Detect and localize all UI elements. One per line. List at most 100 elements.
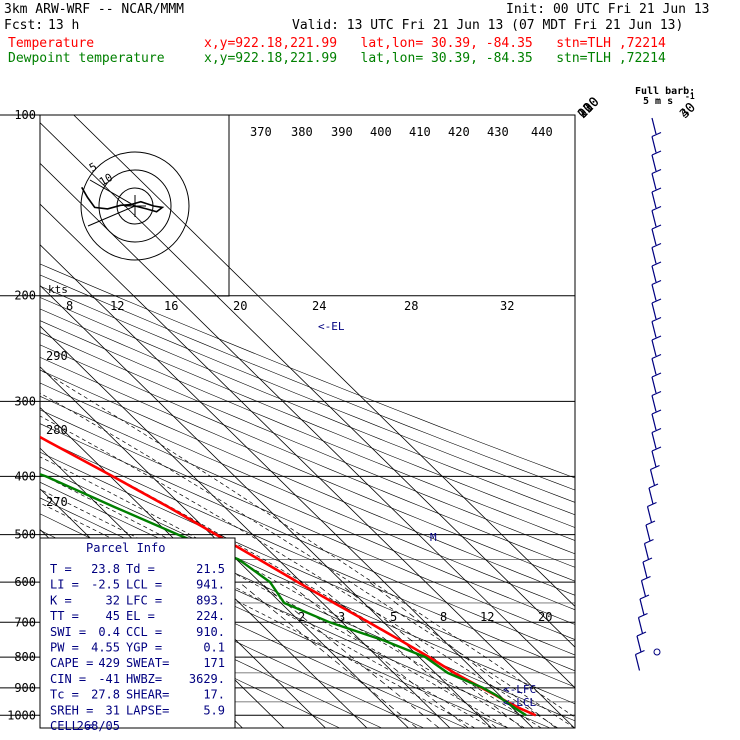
mixing-ratio-20: 20 [538, 610, 552, 624]
wind-barb [651, 187, 662, 209]
pressure-label-400: 400 [14, 469, 36, 483]
wind-barb [651, 353, 662, 375]
wind-barb-staff [651, 117, 657, 135]
wind-barb [651, 242, 662, 264]
wind-barb-flag [639, 594, 650, 600]
wind-barb-staff [651, 191, 657, 209]
parcel-row-1-col-2: LCL = [126, 578, 162, 592]
dry-adiabat [40, 395, 575, 625]
wind-barb [651, 224, 662, 246]
wind-barb-flag [648, 483, 659, 489]
wind-barb-flag [651, 168, 662, 175]
wind-barb-staff [651, 358, 657, 375]
theta-e-label-420: 420 [448, 125, 470, 139]
m-marker: M [430, 531, 437, 544]
wind-barb-staff [651, 302, 657, 320]
parcel-row-1-col-3: 941. [196, 578, 225, 592]
wind-barb-staff [646, 506, 653, 523]
mixing-ratio-line [259, 581, 440, 728]
hodograph-ring-middle [98, 169, 172, 243]
pressure-label-600: 600 [14, 575, 36, 589]
wind-barb [651, 168, 662, 190]
mixing-ratio-line [238, 581, 418, 728]
wind-barb-flag [651, 242, 662, 249]
wind-barb [642, 557, 653, 579]
parcel-row-10-col-0: CELL = [50, 719, 93, 733]
parcel-row-3-col-3: 224. [196, 609, 225, 623]
wind-barb-staff [637, 617, 644, 634]
mixing-ratio-5: 5 [390, 610, 397, 624]
wind-barb-staff [640, 580, 647, 597]
wind-calm-circle [653, 648, 661, 656]
mixing-ratio-line [369, 581, 557, 728]
parcel-row-5-col-2: YGP = [126, 641, 162, 655]
parcel-row-8-col-0: Tc = [50, 688, 79, 702]
wind-barb [651, 298, 662, 320]
wind-barb-flag [638, 612, 648, 619]
mixing-upper-12: 12 [110, 299, 124, 313]
wind-barb-flag [651, 224, 662, 230]
mixing-upper-28: 28 [404, 299, 418, 313]
dry-adiabat [40, 423, 575, 656]
isotherm-line [40, 284, 492, 728]
moist-adiabat [40, 436, 542, 728]
mixing-upper-8: 8 [66, 299, 73, 313]
wind-barb [645, 520, 656, 542]
parcel-row-2-col-2: LFC = [126, 593, 162, 607]
dry-adiabat [40, 332, 575, 555]
parcel-row-1-col-1: -2.5 [91, 578, 120, 592]
isotherm-line [0, 115, 35, 728]
wind-barb-flag [650, 464, 660, 471]
mixing-upper-16: 16 [164, 299, 178, 313]
parcel-row-9-col-1: 31 [106, 703, 120, 717]
wind-barb-staff [651, 432, 657, 449]
parcel-row-7-col-2: HWBZ= [126, 672, 162, 686]
plot-frame [39, 114, 576, 729]
wind-barb [640, 575, 651, 597]
isotherm-line [73, 115, 575, 608]
mixing-upper-20: 20 [233, 299, 247, 313]
isotherm-line [40, 122, 575, 648]
parcel-row-3-col-0: TT = [50, 609, 79, 623]
wind-barb-flag [651, 150, 662, 156]
wind-barb-staff [651, 376, 657, 394]
wind-barb [643, 538, 654, 560]
wind-barb [651, 390, 662, 412]
wind-barb-staff [649, 469, 656, 486]
wind-barb [651, 150, 662, 172]
wind-barb-flag [651, 279, 662, 286]
parcel-row-9-col-0: SREH = [50, 703, 93, 717]
theta-label-280: 280 [46, 423, 68, 437]
wind-barb-staff [636, 635, 642, 653]
wind-barb-staff [651, 339, 657, 357]
wind-barb-flag [651, 298, 662, 304]
hodograph-units: kts [48, 283, 68, 296]
moist-adiabat [40, 392, 575, 728]
dry-adiabat [40, 451, 575, 688]
wind-barb-flag [651, 409, 662, 415]
pressure-label-100: 100 [14, 108, 36, 122]
wind-barb [651, 279, 662, 301]
wind-barb [646, 501, 657, 523]
wind-barb-staff [651, 450, 657, 468]
theta-e-label-380: 380 [291, 125, 313, 139]
wind-barb-flag [651, 187, 662, 193]
parcel-row-0-col-2: Td = [126, 562, 155, 576]
wind-legend-speed: 5 m s [643, 96, 673, 107]
dewpoint-legend: Dewpoint temperature [8, 51, 165, 66]
wind-barb [651, 427, 662, 449]
wind-barb-staff [651, 265, 657, 283]
parcel-row-9-col-2: LAPSE= [126, 703, 169, 717]
wind-barb-flag [651, 446, 662, 452]
pressure-label-800: 800 [14, 650, 36, 664]
theta-label-290: 290 [46, 349, 68, 363]
parcel-row-5-col-1: 4.55 [91, 641, 120, 655]
wind-barb-flag [647, 501, 657, 508]
theta-e-label-370: 370 [250, 125, 272, 139]
parcel-row-8-col-2: SHEAR= [126, 688, 169, 702]
mixing-upper-32: 32 [500, 299, 514, 313]
isotherm-label-40: 40 [677, 100, 699, 122]
parcel-row-7-col-1: -41 [98, 672, 120, 686]
parcel-row-8-col-3: 17. [203, 688, 225, 702]
wind-barb [634, 649, 645, 671]
